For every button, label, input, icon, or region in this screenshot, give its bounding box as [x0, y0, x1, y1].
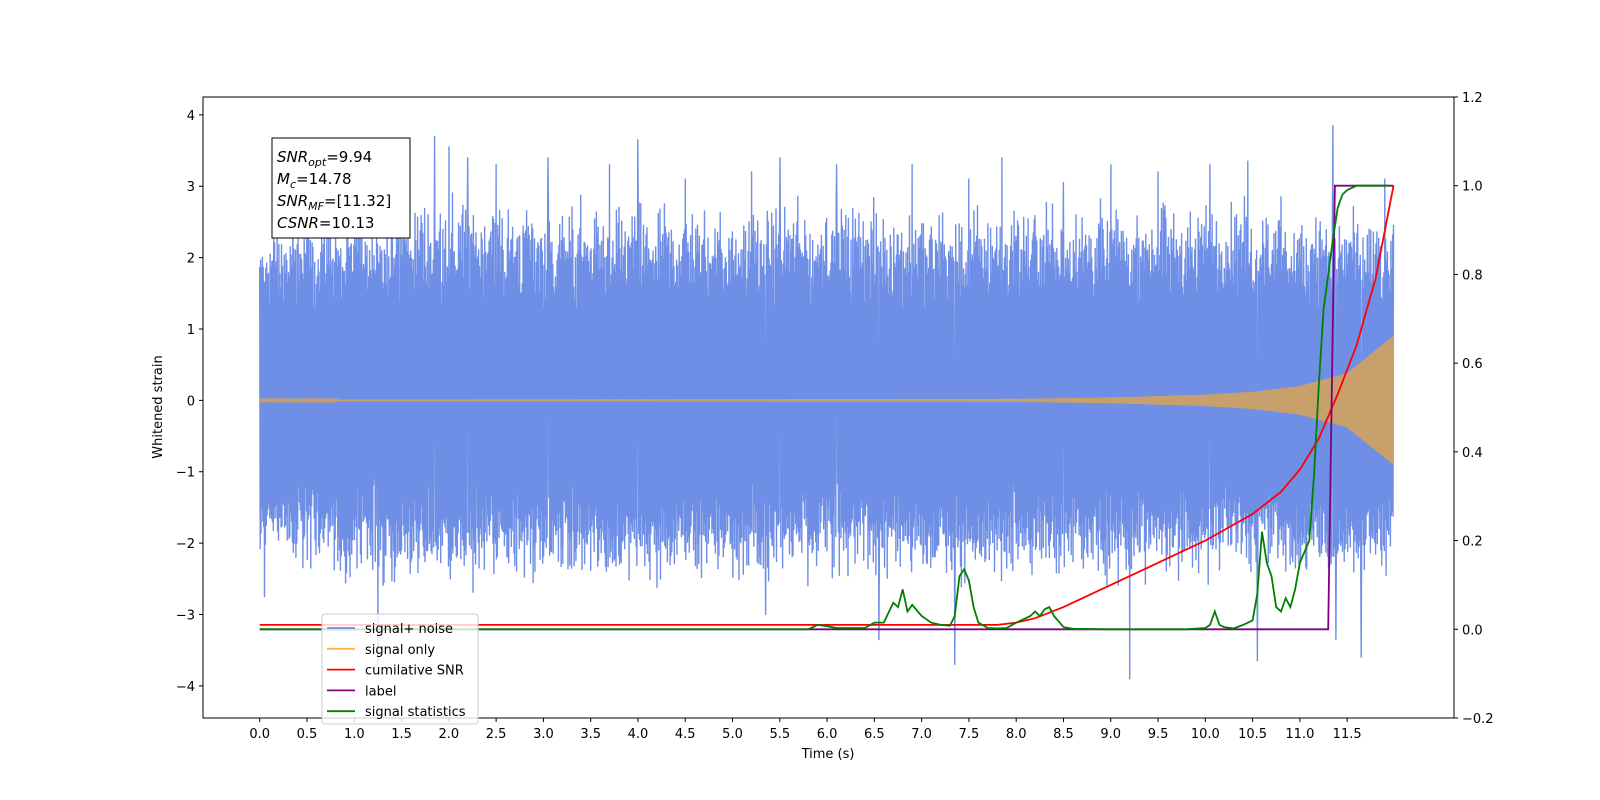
- x-axis: 0.0 0.5 1.0 1.5 2.0 2.5 3.0 3.5 4.0 4.5 5.0 5.5 6.0 6…: [249, 718, 1362, 742]
- x-tick-label: 0.0: [249, 727, 270, 742]
- plot-frame: [202, 96, 1455, 719]
- y2-tick-label: 0.8: [1462, 268, 1483, 283]
- x-tick-label: 4.0: [628, 727, 649, 742]
- x-tick-label: 11.5: [1333, 727, 1362, 742]
- y-tick-label: 2: [187, 252, 195, 267]
- annotation-line: Mc=14.78: [277, 170, 352, 191]
- x-tick-label: 7.5: [959, 727, 980, 742]
- legend-frame: [321, 613, 479, 725]
- x-tick-label: 2.5: [486, 727, 507, 742]
- legend: signal+ noise signal only cumilative SNR la…: [321, 613, 479, 725]
- x-tick-label: 5.5: [769, 727, 790, 742]
- y-tick-label: −2: [176, 537, 195, 552]
- x-tick-label: 6.5: [864, 727, 885, 742]
- y2-tick-label: −0.2: [1462, 712, 1494, 727]
- x-tick-label: 0.5: [297, 727, 318, 742]
- legend-label: signal+ noise: [365, 622, 453, 637]
- x-tick-label: 6.0: [817, 727, 838, 742]
- x-tick-label: 5.0: [722, 727, 743, 742]
- y-tick-label: 4: [187, 109, 195, 124]
- legend-label: signal only: [365, 643, 435, 658]
- annotation-frame: [271, 137, 411, 239]
- y-tick-label: 1: [187, 323, 195, 338]
- y-axis-left: −4 −3 −2 −1 0 1 2 3 4: [176, 109, 203, 695]
- cumulative-snr-line: [259, 185, 1395, 626]
- legend-label: label: [365, 684, 396, 699]
- x-tick-label: 9.5: [1148, 727, 1169, 742]
- y-tick-label: −3: [176, 609, 195, 624]
- y2-tick-label: 0.6: [1462, 357, 1483, 372]
- y2-tick-label: 0.2: [1462, 535, 1483, 550]
- annotation-box: SNRopt=9.94Mc=14.78SNRMF=[11.32]CSNR=10.…: [271, 137, 411, 239]
- plot-area: [259, 124, 1395, 680]
- legend-label: signal statistics: [365, 705, 466, 720]
- y-axis-label: Whitened strain: [151, 355, 166, 458]
- y2-tick-label: 1.2: [1462, 91, 1483, 106]
- legend-label: cumilative SNR: [365, 664, 464, 679]
- y-tick-label: −4: [176, 680, 195, 695]
- x-tick-label: 2.0: [439, 727, 460, 742]
- signal-only-series: [259, 336, 1395, 465]
- y2-tick-label: 1.0: [1462, 180, 1483, 195]
- x-tick-label: 11.0: [1285, 727, 1314, 742]
- x-tick-label: 10.0: [1191, 727, 1220, 742]
- x-tick-label: 8.0: [1006, 727, 1027, 742]
- signal-only-line: [259, 336, 1395, 465]
- y-axis-right: −0.2 0.0 0.2 0.4 0.6 0.8 1.0 1.2: [1454, 91, 1494, 727]
- annotation-line: SNRopt=9.94: [277, 148, 372, 169]
- x-tick-label: 4.5: [675, 727, 696, 742]
- y-tick-label: 0: [187, 394, 195, 409]
- signal-noise-series: [259, 124, 1395, 680]
- signal-noise-line: [259, 124, 1395, 680]
- y2-tick-label: 0.0: [1462, 623, 1483, 638]
- annotation-line: SNRMF=[11.32]: [277, 192, 391, 213]
- y-tick-label: −1: [176, 466, 195, 481]
- x-tick-label: 3.0: [533, 727, 554, 742]
- x-tick-label: 8.5: [1053, 727, 1074, 742]
- x-tick-label: 3.5: [580, 727, 601, 742]
- x-tick-label: 10.5: [1238, 727, 1267, 742]
- right-axis-series: [259, 184, 1395, 631]
- x-axis-label: Time (s): [801, 747, 855, 762]
- x-tick-label: 9.0: [1100, 727, 1121, 742]
- x-tick-label: 7.0: [911, 727, 932, 742]
- signal-statistics-line: [259, 184, 1389, 631]
- x-tick-label: 1.0: [344, 727, 365, 742]
- annotation-line: CSNR=10.13: [277, 214, 374, 232]
- y-tick-label: 3: [187, 180, 195, 195]
- x-tick-label: 1.5: [391, 727, 412, 742]
- y2-tick-label: 0.4: [1462, 446, 1483, 461]
